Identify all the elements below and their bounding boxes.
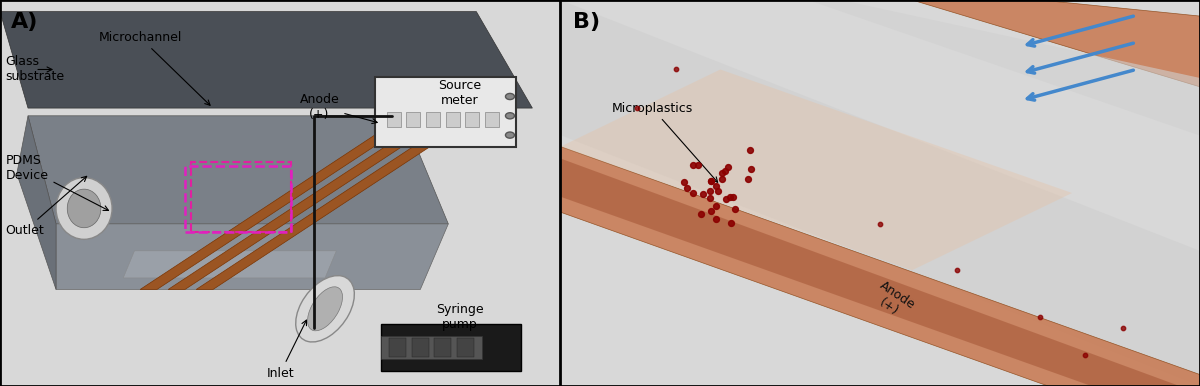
Polygon shape — [17, 116, 56, 290]
Point — [1031, 313, 1050, 320]
Point — [947, 267, 966, 273]
Polygon shape — [0, 12, 533, 108]
Text: Glass
substrate: Glass substrate — [6, 56, 65, 83]
Point — [701, 195, 720, 201]
Point — [713, 170, 732, 176]
Polygon shape — [124, 251, 336, 278]
Polygon shape — [528, 135, 1200, 386]
FancyBboxPatch shape — [466, 112, 479, 127]
Polygon shape — [140, 124, 409, 290]
Point — [691, 211, 710, 217]
Text: Syringe
pump: Syringe pump — [436, 303, 484, 330]
Text: Microplastics: Microplastics — [612, 102, 718, 182]
Point — [702, 178, 721, 185]
Point — [716, 196, 736, 202]
Polygon shape — [56, 224, 449, 290]
FancyBboxPatch shape — [376, 77, 516, 147]
Circle shape — [505, 132, 515, 138]
Ellipse shape — [307, 287, 342, 331]
Bar — [185, 166, 292, 232]
Point — [740, 146, 760, 152]
FancyBboxPatch shape — [382, 336, 482, 359]
Point — [628, 105, 647, 111]
Text: Anode
(+): Anode (+) — [869, 278, 917, 324]
FancyBboxPatch shape — [426, 112, 440, 127]
FancyBboxPatch shape — [407, 112, 420, 127]
Polygon shape — [196, 124, 466, 290]
FancyBboxPatch shape — [434, 338, 451, 357]
Point — [707, 183, 726, 189]
Point — [674, 179, 694, 185]
Point — [871, 221, 890, 227]
Point — [683, 190, 702, 196]
Point — [712, 176, 731, 182]
Point — [724, 194, 743, 200]
Point — [715, 168, 734, 174]
Text: Microchannel: Microchannel — [98, 31, 210, 105]
Polygon shape — [528, 147, 1200, 386]
Point — [678, 185, 697, 191]
Text: Source
meter: Source meter — [438, 79, 481, 107]
Bar — [191, 162, 292, 232]
Circle shape — [505, 113, 515, 119]
Point — [702, 178, 721, 185]
Point — [1075, 352, 1094, 358]
FancyBboxPatch shape — [412, 338, 428, 357]
Point — [707, 216, 726, 222]
Text: A): A) — [11, 12, 38, 32]
Point — [707, 203, 726, 209]
Text: PDMS
Device: PDMS Device — [6, 154, 108, 210]
Point — [700, 188, 719, 194]
Circle shape — [505, 93, 515, 100]
Point — [718, 164, 737, 170]
Point — [689, 162, 708, 168]
Point — [684, 162, 703, 168]
FancyBboxPatch shape — [485, 112, 499, 127]
Text: B): B) — [574, 12, 600, 32]
FancyBboxPatch shape — [386, 112, 401, 127]
Point — [708, 188, 727, 194]
Text: Inlet: Inlet — [266, 320, 306, 380]
Polygon shape — [168, 124, 437, 290]
Point — [739, 176, 758, 182]
FancyBboxPatch shape — [457, 338, 474, 357]
Point — [694, 191, 713, 197]
Ellipse shape — [295, 276, 354, 342]
Ellipse shape — [67, 189, 101, 228]
Polygon shape — [28, 116, 449, 224]
Polygon shape — [560, 0, 1200, 386]
Point — [726, 206, 745, 212]
Point — [702, 208, 721, 214]
FancyBboxPatch shape — [445, 112, 460, 127]
Point — [742, 166, 761, 173]
Point — [721, 220, 740, 226]
Text: Outlet: Outlet — [6, 176, 86, 237]
FancyBboxPatch shape — [390, 338, 407, 357]
Point — [720, 194, 739, 200]
Point — [1114, 325, 1133, 331]
Polygon shape — [752, 0, 1200, 147]
Point — [666, 66, 685, 73]
Text: Anode
(+): Anode (+) — [300, 93, 377, 124]
Ellipse shape — [56, 178, 112, 239]
FancyBboxPatch shape — [382, 324, 521, 371]
Polygon shape — [560, 69, 1072, 270]
Polygon shape — [848, 0, 1200, 96]
